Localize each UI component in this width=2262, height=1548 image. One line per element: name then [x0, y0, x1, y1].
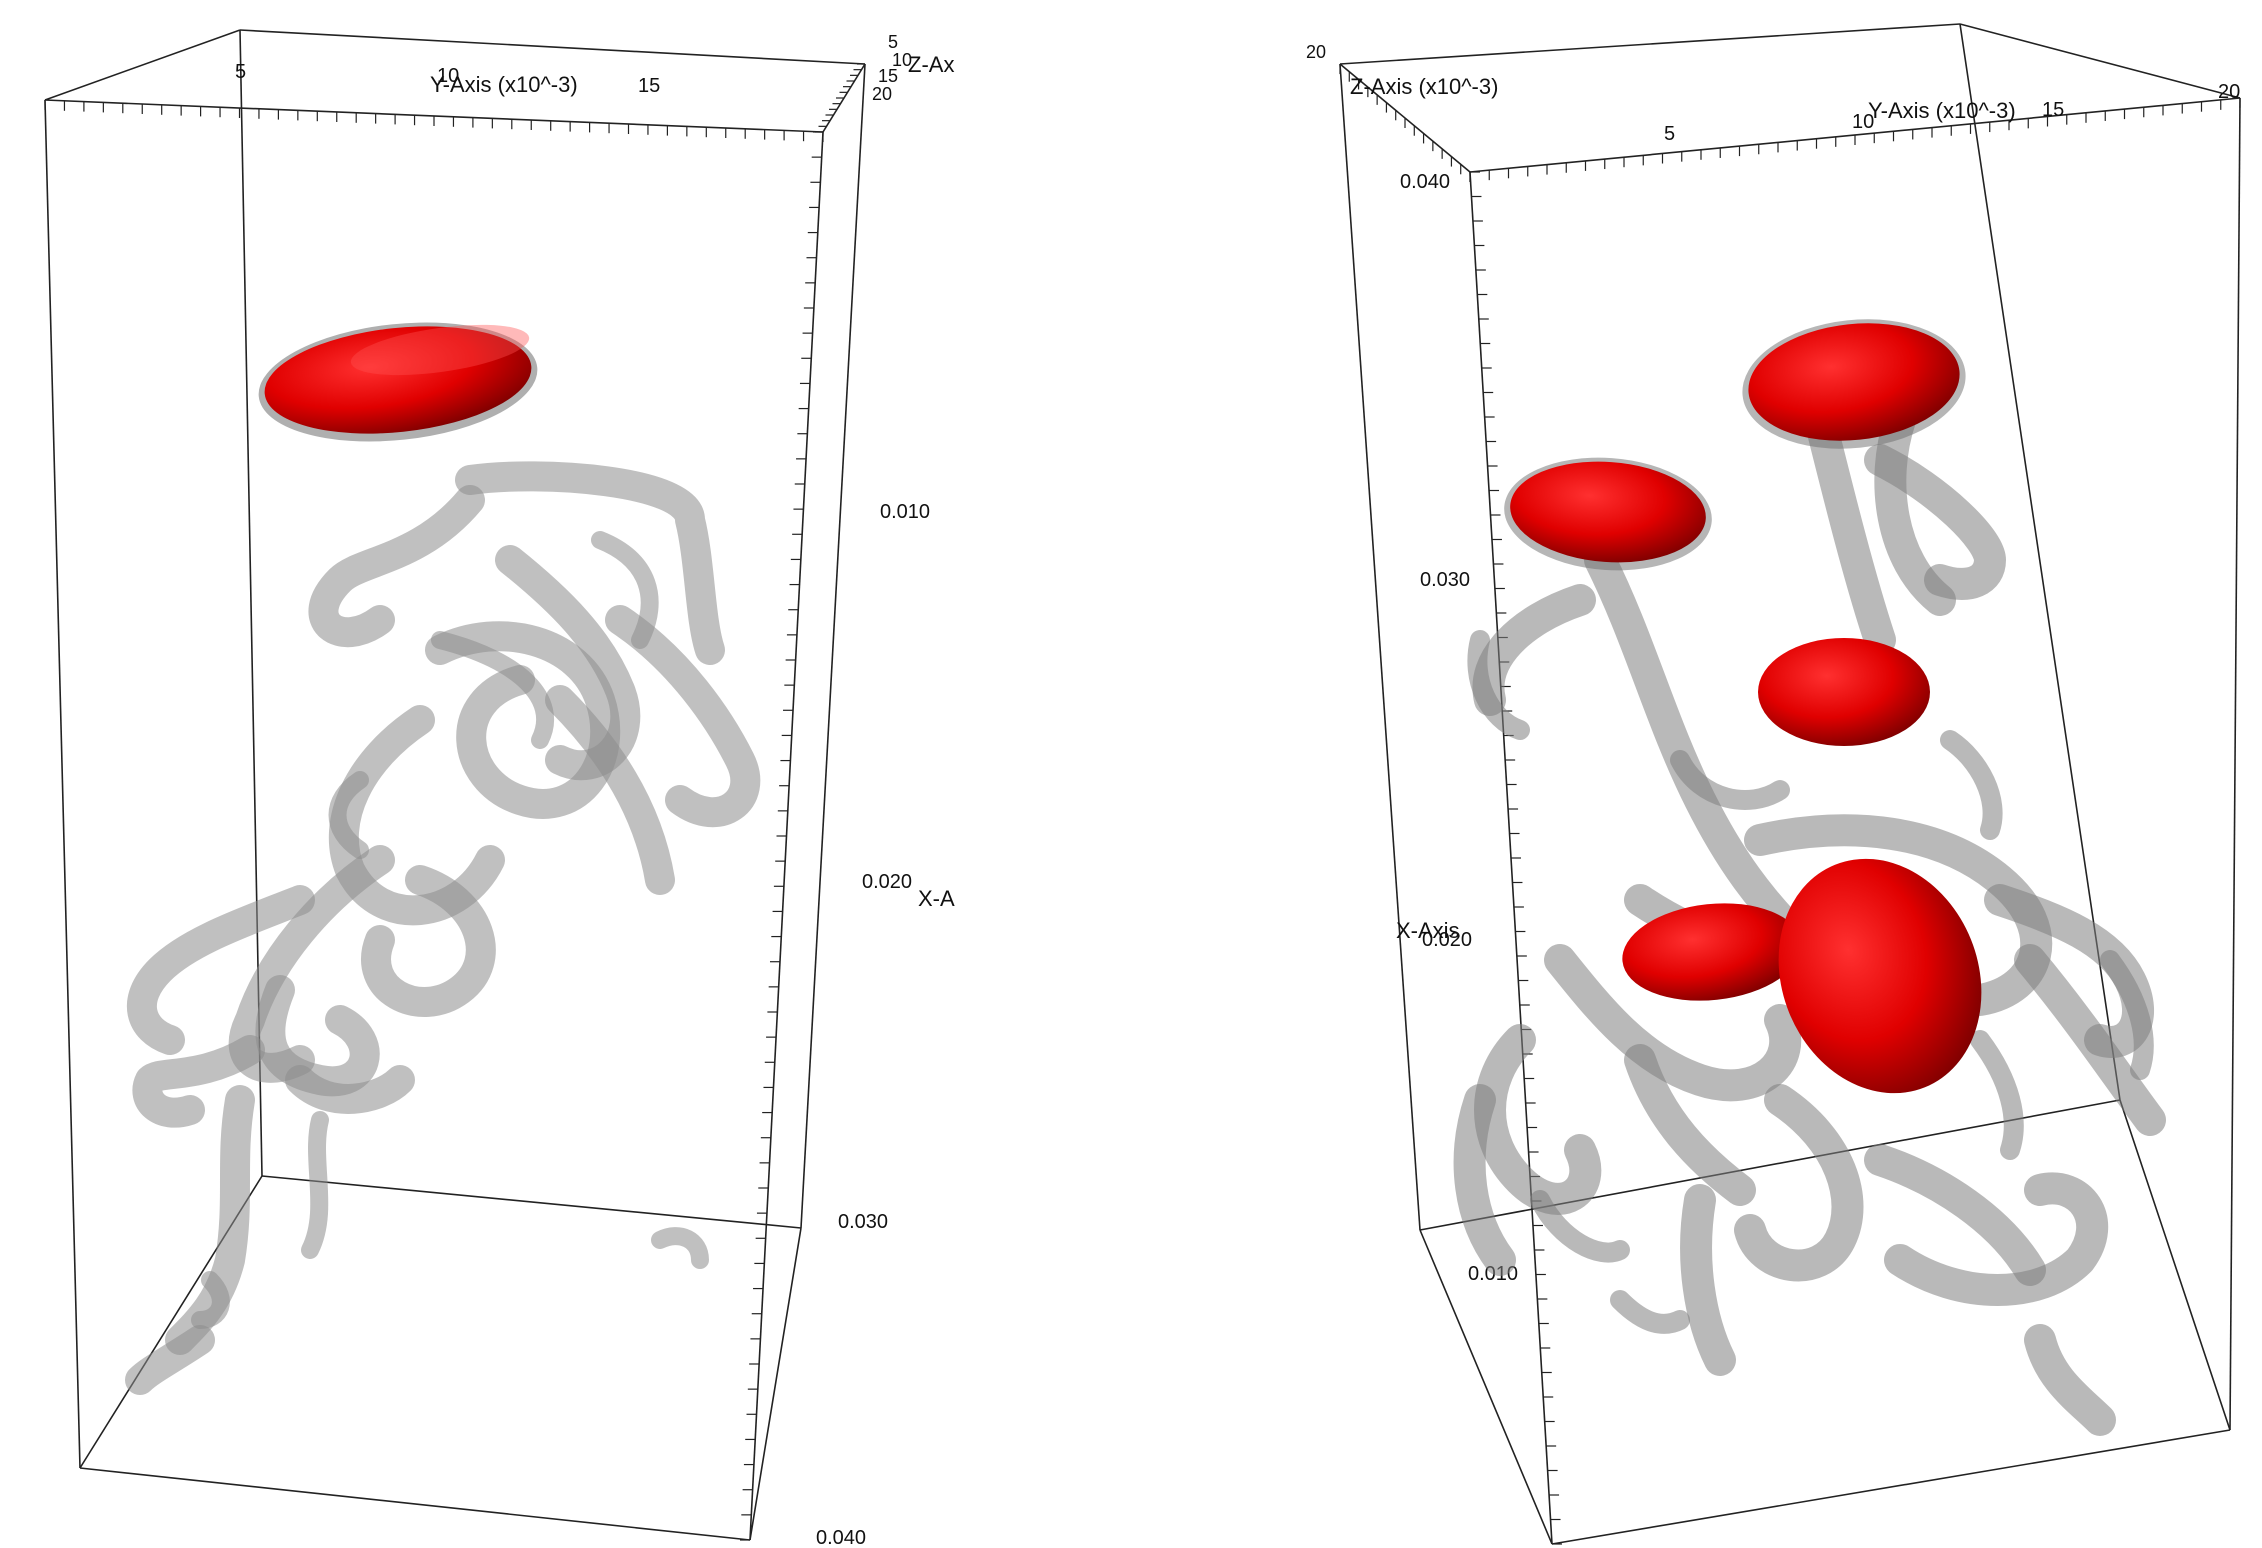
left-x-tick-label: 0.020 [862, 871, 912, 893]
right-z-tick-label: 20 [1306, 42, 1326, 62]
right-panel: Z-Axis (x10^-3) 20 Y-Axis (x10^-3) 5 10 … [1306, 23, 2241, 1545]
right-x-tick-label: 0.030 [1420, 569, 1470, 591]
right-y-tick-label: 10 [1852, 111, 1874, 133]
right-x-tick-label: 0.040 [1400, 171, 1450, 193]
left-droplet [258, 322, 538, 442]
droplet-upper-left [1504, 457, 1712, 571]
right-y-axis-title: Y-Axis (x10^-3) [1868, 98, 2016, 123]
left-y-tick-label: 5 [235, 61, 246, 83]
left-z-tick-label: 15 [878, 66, 898, 86]
right-tick-marks [1339, 64, 2241, 1545]
right-z-axis-title: Z-Axis (x10^-3) [1350, 74, 1498, 99]
right-droplets [1504, 319, 1982, 1094]
left-x-tick-label: 0.040 [816, 1527, 866, 1548]
droplet-top-right [1742, 319, 1966, 449]
left-vortex-tubes [125, 461, 761, 1395]
right-y-tick-label: 20 [2218, 81, 2240, 103]
left-z-axis-title: Z-Ax [908, 52, 954, 77]
left-x-axis-title: X-A [918, 886, 955, 911]
left-y-tick-label: 10 [437, 65, 459, 87]
left-y-axis-title: Y-Axis (x10^-3) [430, 72, 578, 97]
droplet-lower-right [1778, 858, 1982, 1094]
left-y-tick-label: 15 [638, 75, 660, 97]
right-x-axis-title: X-Axis [1396, 918, 1460, 943]
droplet-lower-left [1622, 903, 1802, 1001]
left-x-tick-label: 0.030 [838, 1211, 888, 1233]
left-tick-marks [44, 63, 865, 1541]
left-bounding-box [44, 29, 866, 1541]
right-vortex-tubes [1453, 404, 2166, 1436]
droplet-middle [1758, 638, 1930, 746]
left-x-tick-label: 0.010 [880, 501, 930, 523]
right-bounding-box [1339, 23, 2241, 1545]
right-x-tick-label: 0.020 [1422, 929, 1472, 951]
left-z-tick-label: 5 [888, 32, 898, 52]
left-z-tick-label: 20 [872, 84, 892, 104]
left-panel: Y-Axis (x10^-3) 5 10 15 Z-Ax 5 10 15 20 … [44, 29, 955, 1548]
right-y-tick-label: 15 [2042, 99, 2064, 121]
left-z-tick-label: 10 [892, 50, 912, 70]
right-y-tick-label: 5 [1664, 123, 1675, 145]
